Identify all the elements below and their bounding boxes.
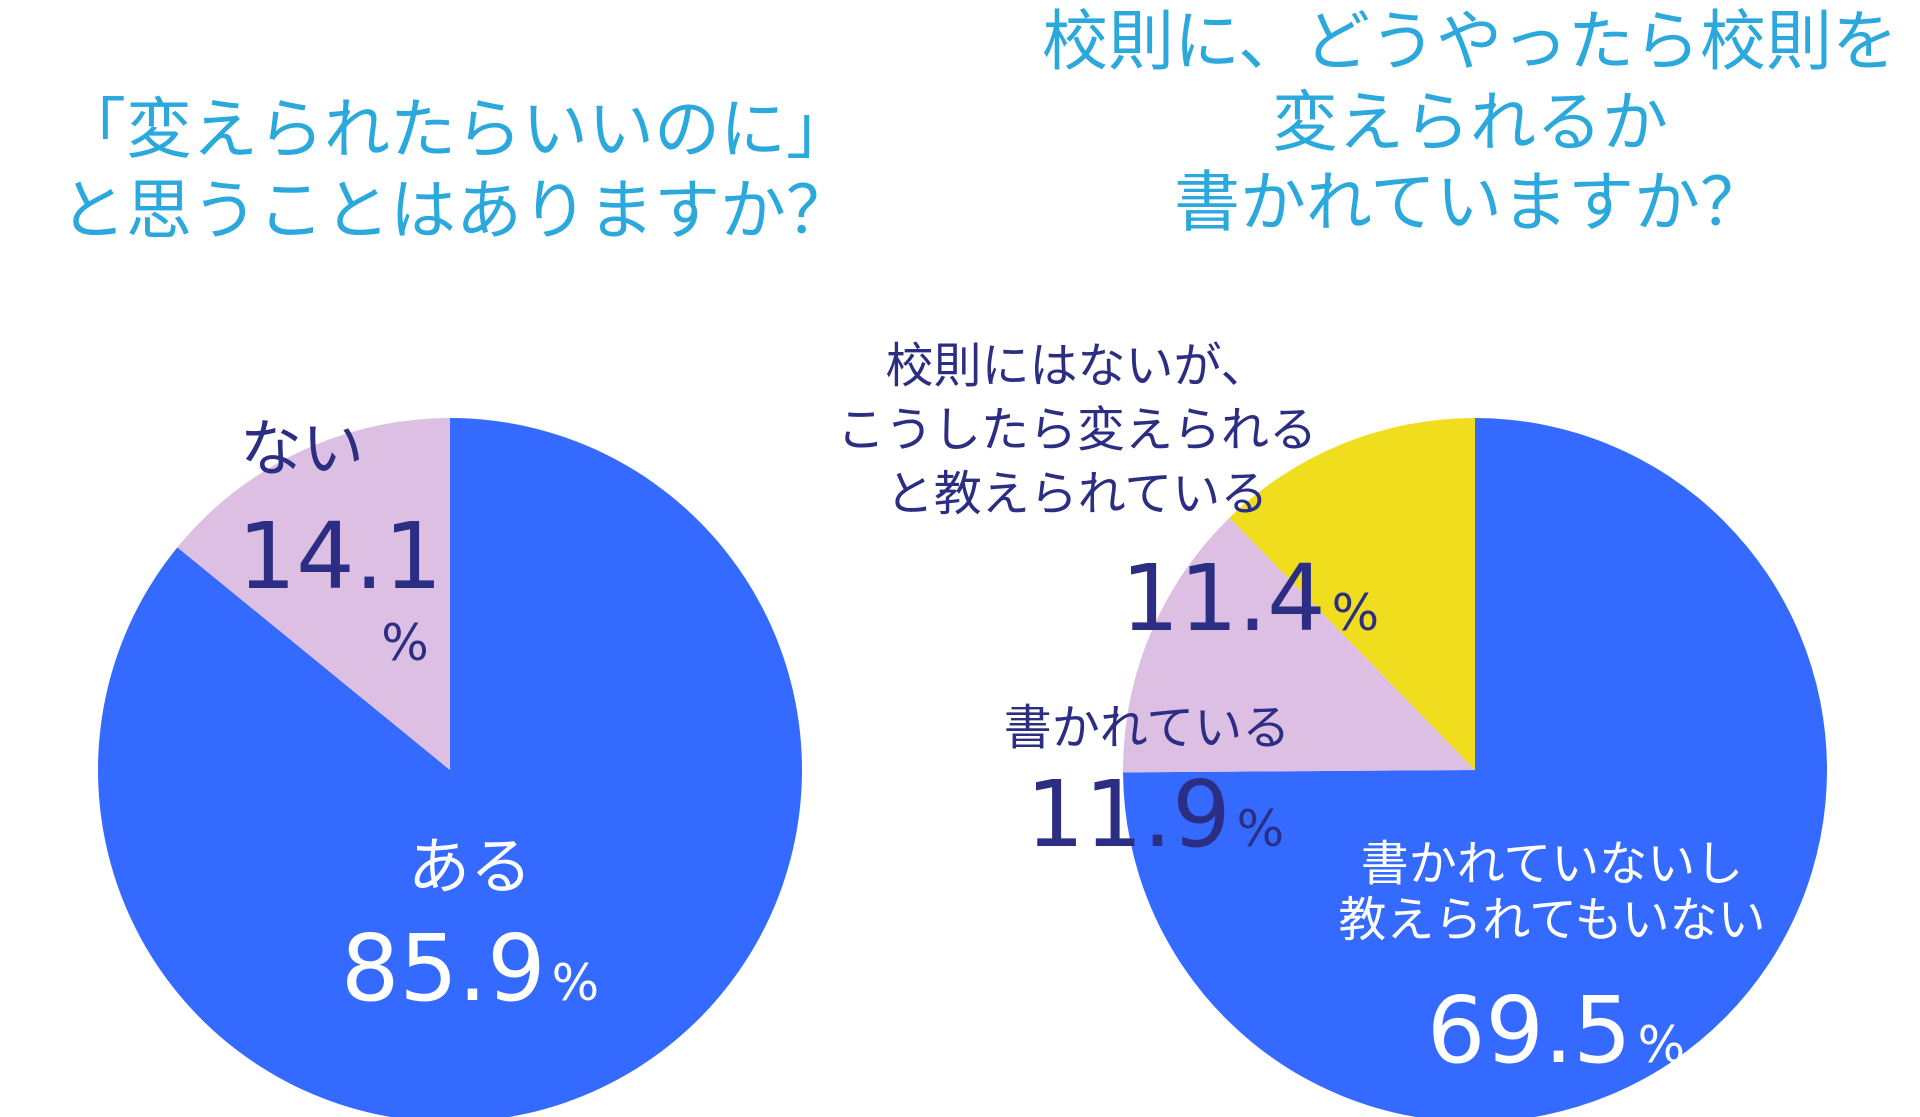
pie-2-slice-2: [1123, 517, 1475, 773]
chart-2-title-line-1: 校則に、どうやったら校則を: [1041, 3, 1899, 80]
pie-1-slice-2-unit: %: [381, 614, 429, 672]
pie-1-slice-1-value-number: 85.9: [341, 915, 546, 1022]
pie-2-slice-2-label-line-1: 書かれている: [1004, 700, 1291, 756]
pie-2-slice-3-value-number: 11.4: [1121, 545, 1326, 652]
pie-1-slice-2: [177, 418, 450, 770]
pie-2-slice-1-label-line-2: 教えられてもいない: [1338, 892, 1765, 948]
pie-chart-1: [98, 418, 802, 1117]
pie-2-slice-2-unit: %: [1237, 800, 1285, 858]
chart-1-title: 「変えられたらいいのに」 と思うことはありますか？: [60, 90, 852, 251]
pie-2-slice-3: [1229, 418, 1475, 770]
pie-1-label-1: ある 85.9%: [341, 830, 599, 1022]
chart-2-title-line-2: 変えられるか: [1272, 83, 1668, 161]
pie-2-slice-3-label-line-2: こうしたら変えられる: [837, 402, 1317, 458]
pie-2-slice-3-unit: %: [1332, 584, 1380, 642]
pie-1-slice-1: [98, 418, 802, 1117]
pie-1-label-2: ない 14.1%: [238, 412, 443, 672]
chart-1-title-line-2: と思うことはありますか？: [60, 171, 852, 249]
chart-2-title: 校則に、どうやったら校則を 変えられるか 書かれていますか？: [1040, 2, 1900, 244]
pie-2-slice-3-label-line-3: と教えられている: [886, 466, 1269, 522]
pie-2-slice-1-value: 69.5%: [1427, 977, 1685, 1084]
pie-2-slice-1-unit: %: [1638, 1016, 1686, 1074]
pie-1-slice-2-value: 14.1: [238, 503, 443, 610]
pie-chart-2: [1123, 418, 1827, 1117]
chart-1-title-line-1: 「変えられたらいいのに」: [60, 91, 852, 168]
pie-1-slice-1-value: 85.9%: [341, 915, 599, 1022]
pie-2-slice-2-value-number: 11.9: [1026, 761, 1231, 868]
pie-1-slice-1-unit: %: [552, 954, 600, 1012]
pie-2-slice-2-value: 11.9%: [1026, 761, 1284, 868]
pie-2-slice-3-value: 11.4%: [1121, 545, 1379, 652]
pie-2-slice-1: [1123, 418, 1827, 1117]
pie-1-slice-2-label-line-1: ない: [240, 412, 364, 485]
pie-2-slice-1-label-line-1: 書かれていないし: [1361, 836, 1744, 892]
pie-2-slice-1-value-number: 69.5: [1427, 977, 1632, 1084]
pie-2-slice-3-label-line-1: 校則にはないが、: [885, 338, 1268, 394]
chart-2-title-line-3: 書かれていますか？: [1173, 164, 1767, 242]
pie-1-slice-1-label-line-1: ある: [408, 830, 532, 903]
